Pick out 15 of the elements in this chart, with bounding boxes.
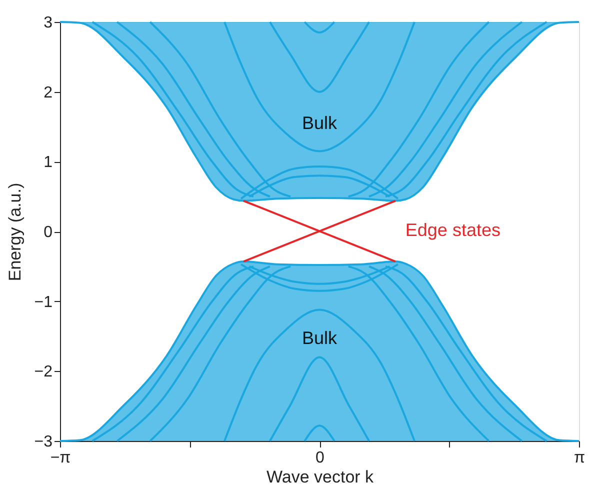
- series-label: Edge states: [405, 220, 500, 240]
- x-tick-label: −π: [50, 450, 71, 466]
- y-tick-label: −2: [34, 364, 53, 381]
- annotation: Bulk: [302, 113, 338, 134]
- x-tick-label: π: [574, 450, 586, 466]
- y-tick-label: −1: [34, 294, 53, 311]
- y-tick-label: 1: [44, 154, 53, 172]
- y-tick-label: 3: [44, 14, 53, 32]
- y-tick-label: 0: [44, 224, 53, 241]
- y-tick-label: −3: [34, 434, 53, 450]
- y-axis-title: Energy (a.u.): [5, 182, 24, 282]
- x-axis-title: Wave vector k: [266, 468, 374, 486]
- x-tick-label: 0: [316, 450, 325, 466]
- y-tick-label: 2: [44, 84, 53, 102]
- annotation: Bulk: [302, 328, 338, 348]
